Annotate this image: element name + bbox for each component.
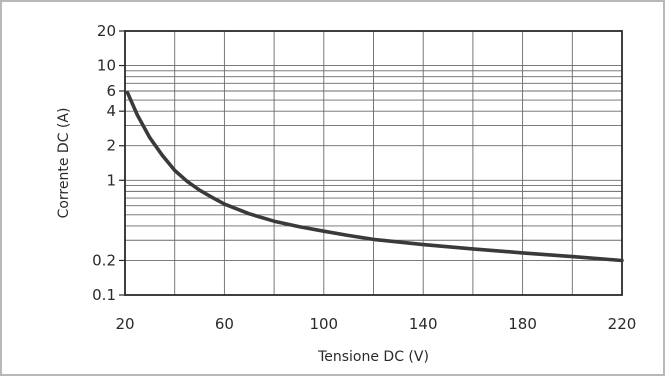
x-tick-label-1: 60 (215, 315, 234, 333)
y-tick-labels: 0.1 0.2 1 2 4 6 10 20 (92, 22, 125, 304)
series-layer (125, 90, 624, 263)
x-tick-label-0: 20 (115, 315, 134, 333)
y-axis-title: Corrente DC (A) (56, 108, 72, 219)
y-tick-label-7: 20 (97, 22, 116, 40)
y-tick-label-4: 4 (106, 102, 116, 120)
y-tick-label-1: 0.2 (92, 251, 116, 269)
y-tick-label-5: 6 (106, 82, 116, 100)
series-line-0 (125, 90, 624, 263)
y-tick-label-0: 0.1 (92, 286, 116, 304)
x-tick-labels: 20 60 100 140 180 220 (115, 315, 636, 333)
plot-border (124, 30, 623, 296)
x-tick-label-2: 100 (309, 315, 338, 333)
x-tick-label-5: 220 (608, 315, 637, 333)
x-tick-label-3: 140 (409, 315, 438, 333)
y-tick-label-3: 2 (106, 137, 116, 155)
y-tick-label-2: 1 (106, 171, 116, 189)
x-axis-title: Tensione DC (V) (317, 349, 429, 365)
x-tick-label-4: 180 (508, 315, 537, 333)
y-tick-label-6: 10 (97, 57, 116, 75)
